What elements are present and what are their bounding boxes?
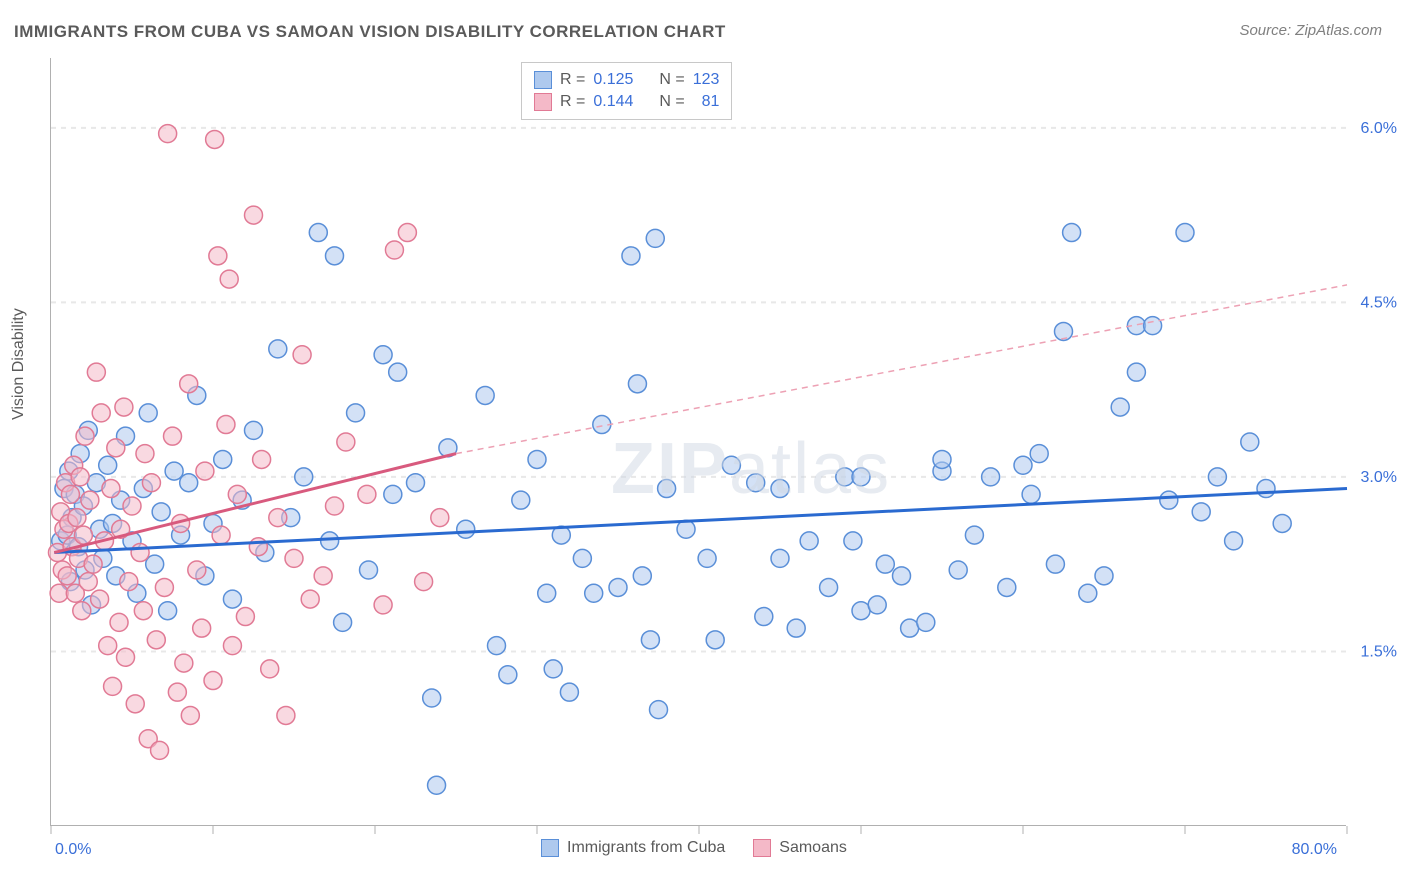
legend-swatch-pink	[753, 839, 771, 857]
r-value: 0.144	[593, 91, 633, 113]
svg-text:4.5%: 4.5%	[1361, 294, 1397, 311]
svg-text:3.0%: 3.0%	[1361, 469, 1397, 486]
legend-label: Immigrants from Cuba	[567, 839, 725, 857]
legend-correlation: R = 0.125 N = 123 R = 0.144 N = 81	[521, 62, 732, 120]
r-label: R =	[560, 69, 585, 91]
legend-item-cuba: Immigrants from Cuba	[541, 839, 725, 857]
source-label: Source: ZipAtlas.com	[1239, 22, 1382, 39]
n-label: N =	[659, 69, 684, 91]
legend-swatch-blue	[534, 71, 552, 89]
legend-row-1: R = 0.144 N = 81	[534, 91, 719, 113]
chart-container: IMMIGRANTS FROM CUBA VS SAMOAN VISION DI…	[0, 0, 1406, 892]
n-value: 123	[693, 69, 720, 91]
plot-area: 1.5%3.0%4.5%6.0%0.0%80.0% ZIPatlas R = 0…	[50, 58, 1346, 826]
y-axis-label: Vision Disability	[10, 308, 28, 420]
legend-item-samoans: Samoans	[753, 839, 847, 857]
legend-series: Immigrants from Cuba Samoans	[541, 839, 847, 857]
legend-row-0: R = 0.125 N = 123	[534, 69, 719, 91]
svg-text:1.5%: 1.5%	[1361, 643, 1397, 660]
n-value: 81	[693, 91, 720, 113]
r-value: 0.125	[593, 69, 633, 91]
legend-swatch-pink	[534, 93, 552, 111]
n-label: N =	[659, 91, 684, 113]
r-label: R =	[560, 91, 585, 113]
svg-text:80.0%: 80.0%	[1292, 841, 1337, 858]
plot-svg: 1.5%3.0%4.5%6.0%0.0%80.0%	[51, 58, 1346, 825]
svg-text:6.0%: 6.0%	[1361, 120, 1397, 137]
legend-label: Samoans	[779, 839, 847, 857]
svg-text:0.0%: 0.0%	[55, 841, 91, 858]
legend-swatch-blue	[541, 839, 559, 857]
chart-title: IMMIGRANTS FROM CUBA VS SAMOAN VISION DI…	[14, 22, 726, 42]
